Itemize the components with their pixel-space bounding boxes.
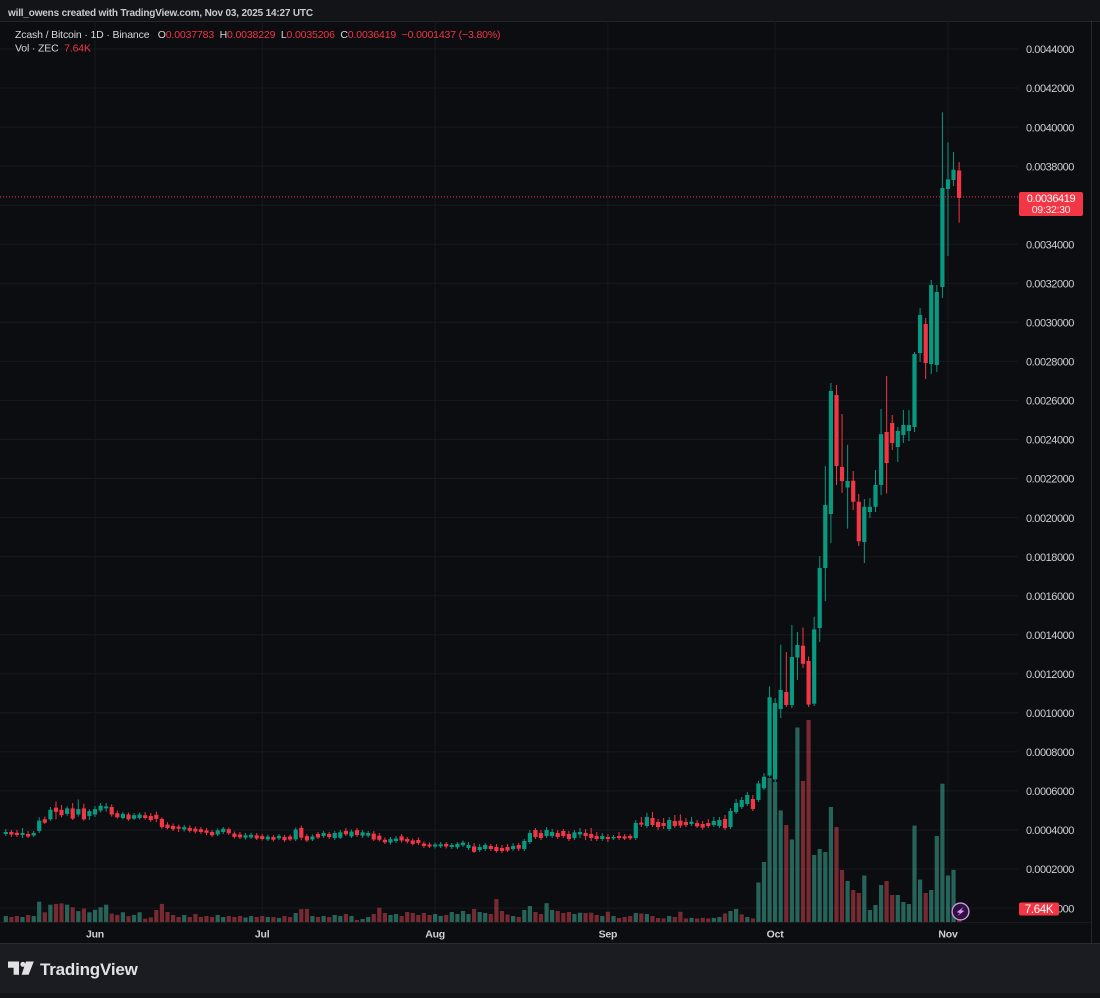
svg-text:0.0026000: 0.0026000	[1026, 396, 1074, 408]
svg-text:will_owens created with Tradin: will_owens created with TradingView.com,…	[7, 8, 313, 19]
svg-text:0.0018000: 0.0018000	[1026, 552, 1074, 564]
svg-text:0.0044000: 0.0044000	[1026, 44, 1074, 56]
svg-text:0.0014000: 0.0014000	[1026, 630, 1074, 642]
svg-text:0.0042000: 0.0042000	[1026, 83, 1074, 95]
svg-text:0.0036419: 0.0036419	[1027, 193, 1076, 205]
svg-text:Vol · ZEC 7.64K: Vol · ZEC 7.64K	[15, 42, 91, 54]
svg-text:0.0008000: 0.0008000	[1026, 747, 1074, 759]
svg-text:Aug: Aug	[425, 929, 445, 941]
svg-text:0.0006000: 0.0006000	[1026, 786, 1074, 798]
svg-text:0.0028000: 0.0028000	[1026, 357, 1074, 369]
svg-text:Jul: Jul	[255, 929, 270, 941]
svg-text:0.0038000: 0.0038000	[1026, 161, 1074, 173]
svg-text:0.0010000: 0.0010000	[1026, 708, 1074, 720]
svg-text:0.0034000: 0.0034000	[1026, 239, 1074, 251]
svg-text:0.0012000: 0.0012000	[1026, 669, 1074, 681]
svg-text:0.0002000: 0.0002000	[1026, 864, 1074, 876]
svg-text:TradingView: TradingView	[40, 960, 139, 979]
svg-text:0.0030000: 0.0030000	[1026, 318, 1074, 330]
svg-text:0.0032000: 0.0032000	[1026, 279, 1074, 291]
svg-text:Nov: Nov	[938, 929, 958, 941]
svg-text:Oct: Oct	[767, 929, 785, 941]
svg-text:0.0024000: 0.0024000	[1026, 435, 1074, 447]
svg-text:Zcash / Bitcoin · 1D · Binance: Zcash / Bitcoin · 1D · Binance O0.003778…	[15, 29, 500, 41]
svg-text:09:32:30: 09:32:30	[1032, 204, 1071, 216]
svg-text:0.0016000: 0.0016000	[1026, 591, 1074, 603]
svg-text:0.0004000: 0.0004000	[1026, 825, 1074, 837]
svg-text:Jun: Jun	[86, 929, 104, 941]
svg-text:0.0022000: 0.0022000	[1026, 474, 1074, 486]
svg-text:7.64K: 7.64K	[1025, 904, 1054, 916]
svg-text:Sep: Sep	[599, 929, 618, 941]
svg-text:0.0020000: 0.0020000	[1026, 513, 1074, 525]
svg-text:0.0040000: 0.0040000	[1026, 122, 1074, 134]
